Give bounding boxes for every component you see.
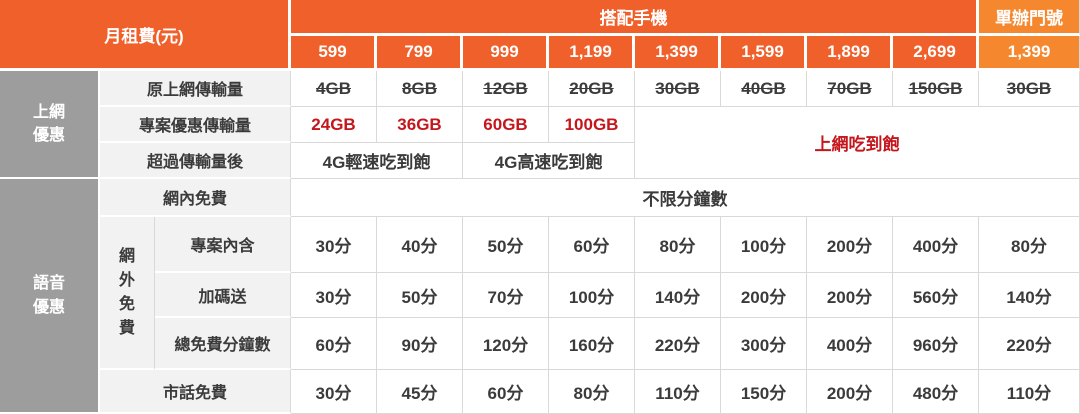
value-cell: 80分 (979, 217, 1080, 273)
plan-price: 1,399 (635, 36, 722, 71)
value-cell: 300分 (721, 318, 808, 370)
unlimited-minutes-cell: 不限分鐘數 (291, 179, 1080, 217)
value-cell: 220分 (635, 318, 722, 370)
value-cell: 110分 (979, 370, 1080, 414)
value-cell: 30分 (291, 217, 378, 273)
value-cell: 960分 (893, 318, 980, 370)
value-cell: 4GB (291, 71, 378, 107)
value-cell: 30GB (635, 71, 722, 107)
row-label-landline-free: 市話免費 (100, 370, 292, 414)
unlimited-data-cell: 上網吃到飽 (635, 107, 1080, 179)
value-cell: 60分 (549, 217, 636, 273)
value-cell: 100分 (721, 217, 808, 273)
internet-group-text: 上網優惠 (32, 103, 65, 144)
row-label-over-quota: 超過傳輸量後 (100, 143, 292, 179)
plan-price: 1,599 (721, 36, 808, 71)
value-cell: 160分 (549, 318, 636, 370)
plan-price: 999 (463, 36, 550, 71)
value-cell: 4G高速吃到飽 (463, 143, 636, 179)
value-cell: 70分 (463, 273, 550, 318)
value-cell: 100分 (549, 273, 636, 318)
value-cell: 220分 (979, 318, 1080, 370)
row-label-original-data: 原上網傳輸量 (100, 71, 292, 107)
plan-price: 1,199 (549, 36, 636, 71)
value-cell: 30GB (979, 71, 1080, 107)
plan-price: 799 (377, 36, 464, 71)
value-cell: 30分 (291, 273, 378, 318)
value-cell: 480分 (893, 370, 980, 414)
value-cell: 110分 (635, 370, 722, 414)
value-cell: 20GB (549, 71, 636, 107)
value-cell: 45分 (377, 370, 464, 414)
value-cell: 90分 (377, 318, 464, 370)
value-cell: 30分 (291, 370, 378, 414)
monthly-fee-header: 月租費(元) (0, 0, 292, 71)
row-label-plan-included: 專案內含 (155, 217, 292, 273)
value-cell: 400分 (893, 217, 980, 273)
sim-only-header: 單辦門號 (979, 0, 1080, 36)
value-cell: 50分 (377, 273, 464, 318)
with-phone-header: 搭配手機 (291, 0, 980, 36)
off-net-free-text: 網外免費 (118, 247, 135, 337)
value-cell: 150分 (721, 370, 808, 414)
row-label-total-free: 總免費分鐘數 (155, 318, 292, 370)
plan-price: 2,699 (893, 36, 980, 71)
value-cell: 100GB (549, 107, 636, 143)
voice-group-label: 語音優惠 (0, 179, 100, 414)
row-label-on-net-free: 網內免費 (100, 179, 292, 217)
value-cell: 200分 (807, 217, 894, 273)
internet-group-label: 上網優惠 (0, 71, 100, 179)
off-net-free-label: 網外免費 (100, 217, 155, 370)
row-label-bonus: 加碼送 (155, 273, 292, 318)
value-cell: 200分 (807, 370, 894, 414)
value-cell: 50分 (463, 217, 550, 273)
value-cell: 60分 (291, 318, 378, 370)
value-cell: 140分 (979, 273, 1080, 318)
value-cell: 560分 (893, 273, 980, 318)
plan-price: 1,899 (807, 36, 894, 71)
value-cell: 40分 (377, 217, 464, 273)
value-cell: 24GB (291, 107, 378, 143)
value-cell: 60GB (463, 107, 550, 143)
value-cell: 8GB (377, 71, 464, 107)
value-cell: 40GB (721, 71, 808, 107)
value-cell: 400分 (807, 318, 894, 370)
value-cell: 12GB (463, 71, 550, 107)
row-label-promo-data: 專案優惠傳輸量 (100, 107, 292, 143)
value-cell: 36GB (377, 107, 464, 143)
sim-only-price: 1,399 (979, 36, 1080, 71)
plan-price: 599 (291, 36, 378, 71)
value-cell: 150GB (893, 71, 980, 107)
voice-group-text: 語音優惠 (32, 275, 65, 316)
value-cell: 200分 (807, 273, 894, 318)
value-cell: 4G輕速吃到飽 (291, 143, 464, 179)
value-cell: 200分 (721, 273, 808, 318)
value-cell: 140分 (635, 273, 722, 318)
value-cell: 60分 (463, 370, 550, 414)
value-cell: 120分 (463, 318, 550, 370)
value-cell: 70GB (807, 71, 894, 107)
value-cell: 80分 (549, 370, 636, 414)
value-cell: 80分 (635, 217, 722, 273)
